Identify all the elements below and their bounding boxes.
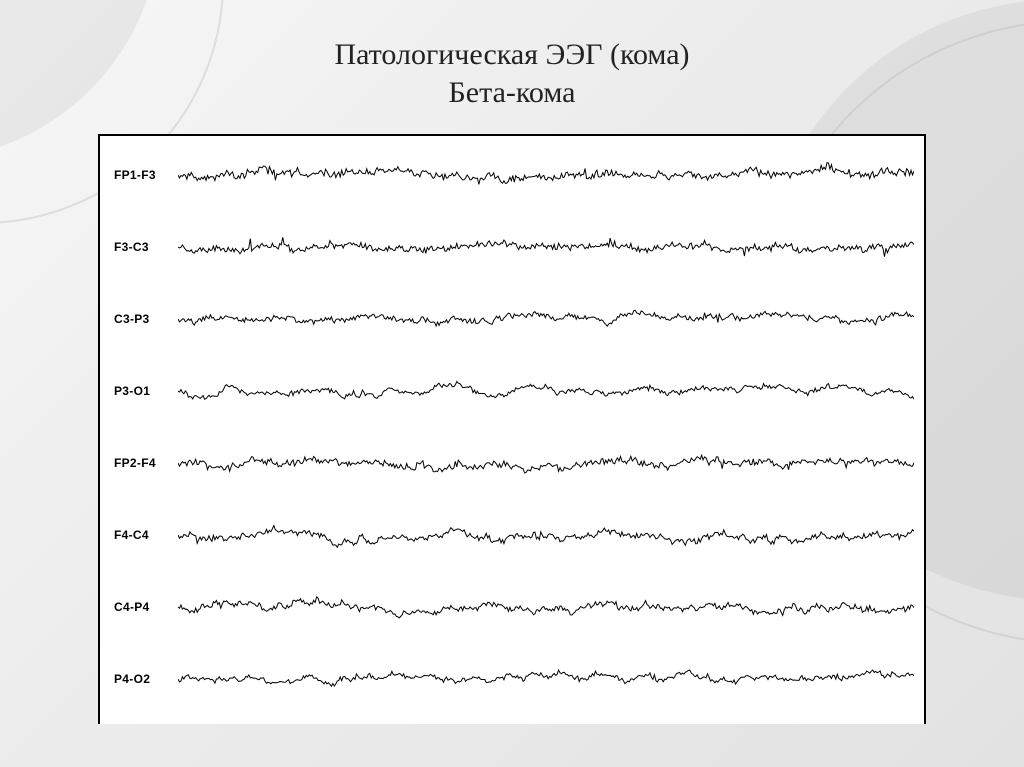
eeg-track: C3-P3	[100, 290, 924, 348]
slide-title: Патологическая ЭЭГ (кома) Бета-кома	[0, 36, 1024, 113]
eeg-track: FP2-F4	[100, 434, 924, 492]
eeg-waveform	[178, 362, 914, 420]
channel-label: F4-C4	[114, 528, 172, 542]
eeg-waveform	[178, 650, 914, 708]
eeg-waveform	[178, 434, 914, 492]
eeg-waveform	[178, 578, 914, 636]
eeg-track: F3-C3	[100, 218, 924, 276]
eeg-track: FP1-F3	[100, 146, 924, 204]
channel-label: FP1-F3	[114, 168, 172, 182]
eeg-track: C4-P4	[100, 578, 924, 636]
eeg-waveform	[178, 290, 914, 348]
channel-label: C4-P4	[114, 600, 172, 614]
eeg-track: F4-C4	[100, 506, 924, 564]
eeg-track: P4-O2	[100, 650, 924, 708]
channel-label: C3-P3	[114, 312, 172, 326]
eeg-chart: FP1-F3 F3-C3 C3-P3 P3-O1 FP2-F4 F4-C4 C4-P4 P4-…	[98, 134, 926, 724]
title-line-2: Бета-кома	[0, 74, 1024, 112]
eeg-track: P3-O1	[100, 362, 924, 420]
channel-label: P3-O1	[114, 384, 172, 398]
title-line-1: Патологическая ЭЭГ (кома)	[0, 36, 1024, 74]
channel-label: F3-C3	[114, 240, 172, 254]
slide-background: Патологическая ЭЭГ (кома) Бета-кома FP1-…	[0, 0, 1024, 767]
eeg-waveform	[178, 218, 914, 276]
eeg-waveform	[178, 146, 914, 204]
channel-label: FP2-F4	[114, 456, 172, 470]
channel-label: P4-O2	[114, 672, 172, 686]
eeg-waveform	[178, 506, 914, 564]
